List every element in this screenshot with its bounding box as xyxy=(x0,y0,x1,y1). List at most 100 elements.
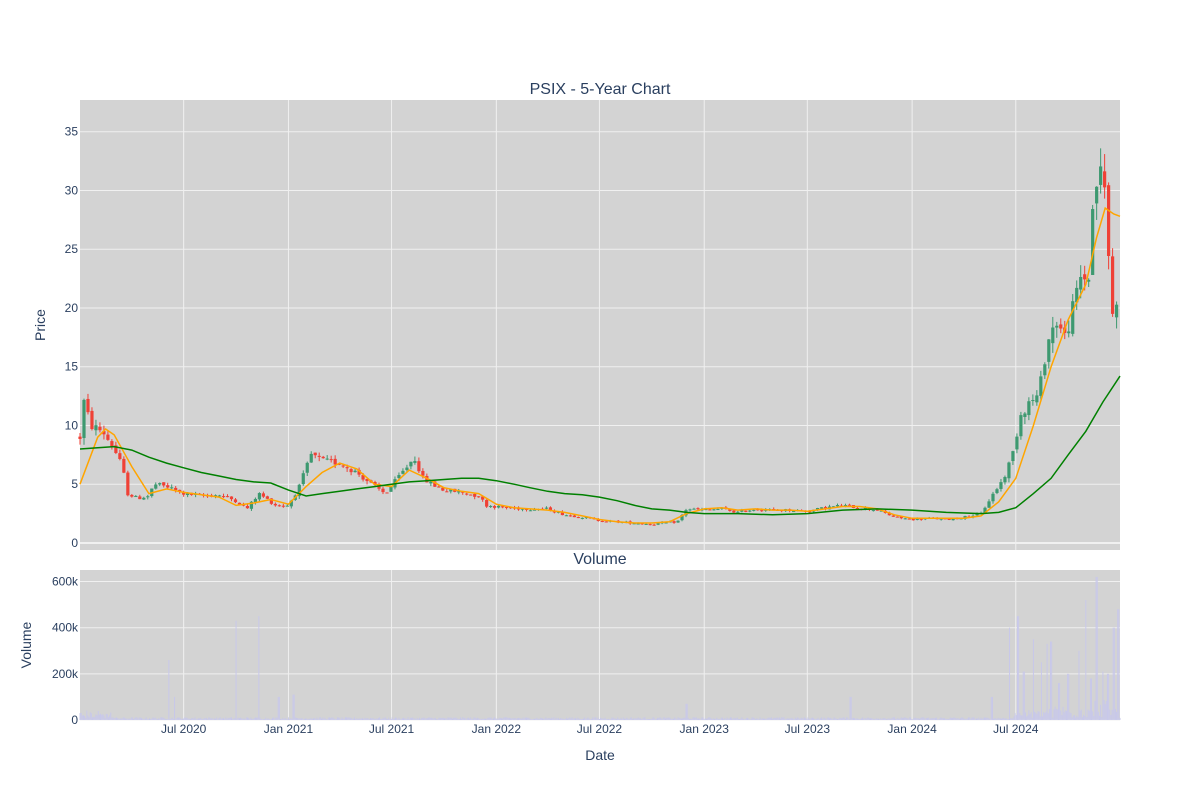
volume-bar xyxy=(1073,715,1075,720)
candle-body xyxy=(600,520,604,522)
price-grid xyxy=(80,100,1120,550)
volume-bar xyxy=(622,717,624,720)
volume-bar xyxy=(281,719,283,720)
volume-bar xyxy=(413,718,415,720)
volume-bar xyxy=(1069,712,1071,720)
candle-body xyxy=(907,518,911,520)
volume-bar xyxy=(348,717,350,720)
volume-bar xyxy=(557,717,559,720)
candle-body xyxy=(493,505,497,508)
volume-bar xyxy=(171,717,173,720)
price-y-tick-label: 15 xyxy=(65,360,79,374)
volume-bar xyxy=(315,719,317,720)
candle-body xyxy=(732,510,736,513)
candle-body xyxy=(1011,451,1015,462)
volume-bar xyxy=(332,717,334,720)
volume-bar xyxy=(873,718,875,720)
price-chart-title: PSIX - 5-Year Chart xyxy=(530,81,671,98)
volume-bar xyxy=(115,717,117,720)
volume-bar xyxy=(208,717,210,720)
volume-bar xyxy=(251,718,253,720)
volume-bar xyxy=(530,719,532,720)
candle-body xyxy=(269,498,273,504)
volume-bar xyxy=(318,717,320,720)
volume-bar xyxy=(734,718,736,720)
volume-bar xyxy=(1012,718,1014,720)
candle-body xyxy=(983,507,987,513)
volume-bar xyxy=(792,718,794,720)
volume-bar xyxy=(649,719,651,720)
volume-bar xyxy=(489,717,491,720)
volume-bar xyxy=(773,717,775,720)
volume-bar xyxy=(880,718,882,720)
candle-body xyxy=(1035,395,1039,403)
volume-bar xyxy=(146,718,148,720)
volume-bar xyxy=(964,719,966,720)
volume-bar xyxy=(326,719,328,720)
candle-body xyxy=(680,515,684,521)
volume-bar xyxy=(654,719,656,720)
candle-body xyxy=(875,509,879,511)
candle-body xyxy=(704,509,708,511)
volume-bar xyxy=(924,718,926,720)
volume-bar xyxy=(739,719,741,720)
volume-bar xyxy=(105,713,107,720)
candle-body xyxy=(353,470,357,473)
volume-bar xyxy=(1046,643,1048,720)
volume-bar xyxy=(426,718,428,720)
volume-bar xyxy=(939,717,941,720)
candle-body xyxy=(748,510,752,512)
volume-bar xyxy=(999,718,1001,720)
volume-bar xyxy=(945,718,947,720)
candle-body xyxy=(1103,171,1107,188)
volume-bar xyxy=(344,717,346,720)
candle-body xyxy=(1043,364,1047,376)
volume-bar xyxy=(784,719,786,720)
candle-body xyxy=(855,508,860,510)
volume-bar xyxy=(148,718,150,720)
volume-bar xyxy=(881,719,883,720)
volume-bar xyxy=(82,715,84,720)
volume-bar xyxy=(136,717,138,720)
candle-body xyxy=(333,458,337,465)
volume-bar xyxy=(455,717,457,720)
volume-bar xyxy=(1089,678,1091,720)
volume-bar xyxy=(374,719,376,720)
volume-bar xyxy=(728,718,730,720)
volume-bar xyxy=(747,717,749,720)
volume-bar xyxy=(128,718,130,720)
volume-bar xyxy=(806,718,808,720)
volume-bar xyxy=(822,719,824,720)
volume-bar xyxy=(595,717,597,720)
volume-bar xyxy=(636,718,638,720)
volume-bar xyxy=(330,718,332,720)
volume-bar xyxy=(445,718,447,720)
volume-bar xyxy=(316,717,318,720)
volume-bar xyxy=(470,717,472,720)
volume-bar xyxy=(89,712,91,720)
volume-bar xyxy=(507,717,509,720)
candle-body xyxy=(461,491,465,493)
candle-body xyxy=(744,510,748,512)
volume-bar xyxy=(1093,715,1095,720)
candle-body xyxy=(752,509,756,511)
volume-bar xyxy=(663,717,665,720)
volume-bar xyxy=(340,719,342,720)
candle-body xyxy=(349,469,353,473)
volume-bar xyxy=(209,717,211,720)
candle-body xyxy=(887,512,891,516)
volume-bar xyxy=(931,718,933,720)
volume-bar xyxy=(948,718,950,720)
volume-bar xyxy=(961,717,963,720)
volume-bar xyxy=(310,718,312,720)
volume-bar xyxy=(412,717,414,720)
volume-bar xyxy=(933,718,935,720)
candle-body xyxy=(740,510,744,512)
candle-body xyxy=(999,482,1003,489)
volume-bar xyxy=(1072,715,1074,720)
candle-body xyxy=(245,505,250,509)
volume-bar xyxy=(838,718,840,720)
volume-bar xyxy=(381,718,383,720)
x-tick-label: Jul 2020 xyxy=(161,722,207,736)
volume-bar xyxy=(129,718,131,720)
